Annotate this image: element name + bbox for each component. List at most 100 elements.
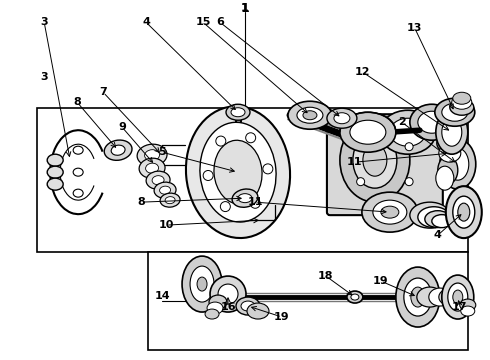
- Ellipse shape: [203, 171, 213, 180]
- Ellipse shape: [160, 186, 171, 194]
- Text: 4: 4: [434, 230, 442, 240]
- Text: 18: 18: [318, 271, 334, 281]
- Ellipse shape: [418, 207, 450, 228]
- Ellipse shape: [218, 284, 238, 304]
- Ellipse shape: [453, 290, 463, 304]
- Ellipse shape: [152, 176, 164, 185]
- Ellipse shape: [429, 288, 451, 306]
- Ellipse shape: [232, 189, 258, 207]
- Ellipse shape: [146, 171, 170, 189]
- Ellipse shape: [154, 182, 176, 198]
- Text: 10: 10: [158, 220, 174, 230]
- Ellipse shape: [405, 178, 413, 186]
- Ellipse shape: [263, 164, 273, 174]
- Ellipse shape: [186, 106, 290, 238]
- Text: 9: 9: [118, 122, 126, 132]
- Text: 1: 1: [241, 3, 249, 13]
- Ellipse shape: [205, 309, 219, 319]
- Ellipse shape: [437, 133, 463, 153]
- Text: 13: 13: [407, 23, 422, 33]
- Text: 14: 14: [154, 291, 170, 301]
- Ellipse shape: [327, 108, 357, 128]
- Ellipse shape: [442, 275, 474, 319]
- Ellipse shape: [220, 202, 230, 212]
- Text: 15: 15: [196, 17, 211, 27]
- Ellipse shape: [438, 156, 458, 184]
- Ellipse shape: [73, 189, 83, 197]
- Ellipse shape: [418, 111, 446, 133]
- Ellipse shape: [210, 276, 246, 312]
- Text: 11: 11: [247, 197, 263, 207]
- Ellipse shape: [182, 256, 222, 312]
- Ellipse shape: [373, 200, 407, 224]
- Ellipse shape: [461, 306, 475, 316]
- Ellipse shape: [440, 139, 476, 189]
- Bar: [148, 252, 468, 350]
- Ellipse shape: [47, 178, 63, 190]
- Ellipse shape: [245, 133, 256, 143]
- Text: 16: 16: [220, 302, 236, 312]
- Ellipse shape: [460, 299, 476, 311]
- Ellipse shape: [442, 103, 468, 121]
- Text: 11: 11: [347, 157, 363, 167]
- Ellipse shape: [214, 140, 262, 204]
- Ellipse shape: [362, 192, 418, 232]
- Text: 3: 3: [40, 72, 48, 82]
- Ellipse shape: [350, 120, 386, 144]
- Ellipse shape: [137, 144, 167, 166]
- Ellipse shape: [47, 166, 63, 178]
- Text: 5: 5: [158, 147, 166, 157]
- Text: 1: 1: [241, 2, 249, 15]
- Ellipse shape: [381, 206, 399, 218]
- Ellipse shape: [417, 287, 443, 307]
- Ellipse shape: [73, 146, 83, 154]
- Ellipse shape: [145, 150, 160, 161]
- Ellipse shape: [436, 110, 468, 154]
- Ellipse shape: [396, 267, 440, 327]
- Ellipse shape: [160, 193, 180, 207]
- Text: 19: 19: [274, 312, 290, 322]
- Ellipse shape: [231, 108, 245, 117]
- Ellipse shape: [381, 195, 389, 203]
- Ellipse shape: [439, 289, 459, 305]
- Ellipse shape: [353, 132, 397, 188]
- Ellipse shape: [425, 211, 451, 228]
- Ellipse shape: [197, 277, 207, 291]
- Ellipse shape: [347, 291, 363, 303]
- Ellipse shape: [200, 122, 276, 222]
- Ellipse shape: [303, 111, 317, 120]
- Ellipse shape: [238, 194, 252, 203]
- Ellipse shape: [446, 186, 482, 238]
- Ellipse shape: [439, 144, 461, 162]
- Ellipse shape: [381, 125, 389, 133]
- Ellipse shape: [146, 163, 159, 173]
- Ellipse shape: [47, 154, 63, 166]
- Ellipse shape: [247, 303, 269, 319]
- Ellipse shape: [340, 112, 396, 152]
- Ellipse shape: [448, 283, 468, 311]
- Ellipse shape: [351, 294, 359, 300]
- Text: 2: 2: [398, 117, 406, 127]
- Ellipse shape: [436, 166, 454, 190]
- Ellipse shape: [432, 215, 452, 228]
- Ellipse shape: [453, 196, 475, 228]
- Ellipse shape: [209, 295, 227, 309]
- Ellipse shape: [447, 148, 469, 180]
- Ellipse shape: [236, 297, 260, 315]
- Ellipse shape: [226, 104, 250, 120]
- Text: 17: 17: [452, 302, 467, 312]
- Text: 3: 3: [40, 17, 48, 27]
- Text: 12: 12: [355, 67, 370, 77]
- Ellipse shape: [380, 110, 436, 154]
- Ellipse shape: [241, 301, 255, 311]
- Ellipse shape: [250, 198, 260, 208]
- Ellipse shape: [357, 178, 365, 186]
- Ellipse shape: [334, 113, 350, 124]
- Ellipse shape: [297, 107, 323, 123]
- Ellipse shape: [410, 202, 450, 228]
- Text: 4: 4: [142, 17, 150, 27]
- Text: 6: 6: [216, 17, 224, 27]
- Ellipse shape: [73, 168, 83, 176]
- Ellipse shape: [207, 302, 223, 314]
- Ellipse shape: [165, 197, 175, 204]
